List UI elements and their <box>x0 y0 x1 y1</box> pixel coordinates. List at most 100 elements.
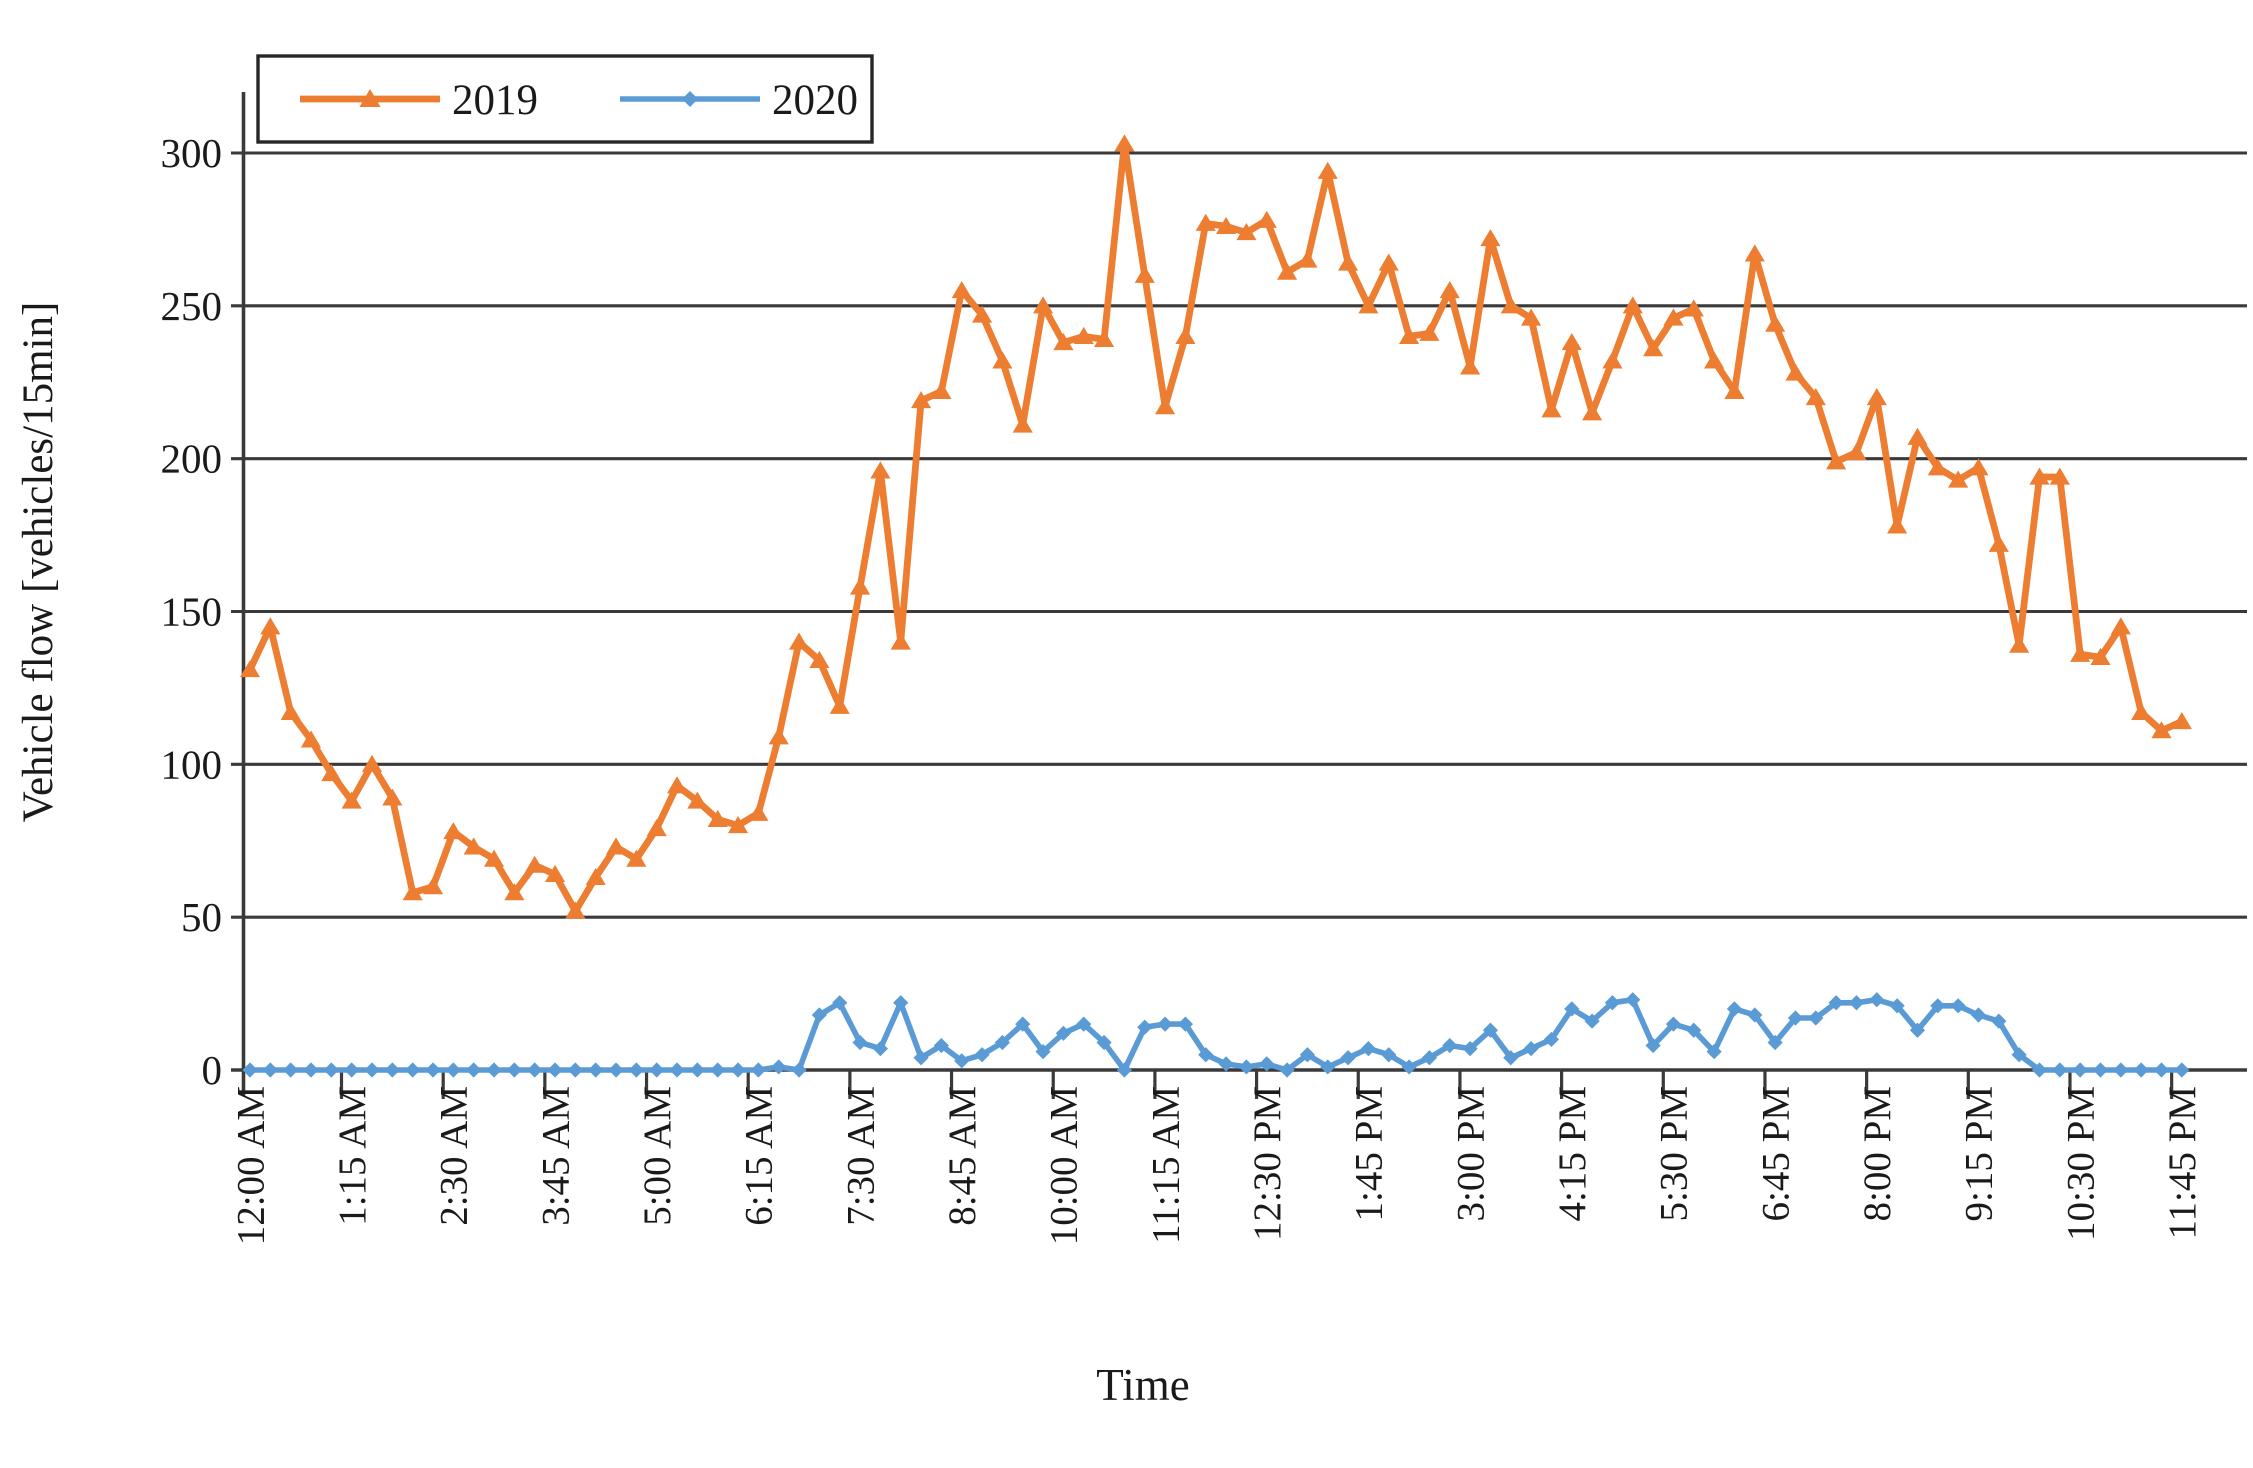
triangle-marker <box>239 660 261 678</box>
diamond-marker <box>1665 1016 1682 1032</box>
triangle-marker <box>361 754 383 772</box>
diamond-marker <box>1157 1016 1173 1032</box>
legend-item-2019: 2019 <box>300 77 538 124</box>
diamond-marker <box>1726 1001 1743 1017</box>
triangle-marker <box>646 819 667 837</box>
diamond-marker <box>2052 1062 2068 1078</box>
x-tick-label-19: 10:30 PM <box>2059 1086 2102 1241</box>
triangle-marker <box>585 867 606 886</box>
triangle-marker <box>2131 702 2152 720</box>
triangle-marker <box>1785 363 1806 381</box>
triangle-marker <box>1846 443 1867 461</box>
diamond-marker <box>2153 1062 2170 1078</box>
y-tick-label-0: 0 <box>202 1047 223 1093</box>
triangle-marker <box>300 730 322 748</box>
y-tick-label-200: 200 <box>161 436 223 482</box>
diamond-marker <box>771 1059 787 1075</box>
triangle-marker <box>2151 721 2172 739</box>
diamond-marker <box>954 1053 970 1069</box>
y-tick-label-50: 50 <box>181 894 222 940</box>
diamond-marker <box>1421 1050 1438 1066</box>
triangle-marker <box>280 702 301 720</box>
triangle-marker <box>2070 644 2091 662</box>
triangle-marker <box>1704 351 1725 369</box>
diamond-marker <box>2072 1062 2088 1078</box>
x-tick-label-1: 12:00 AM <box>229 1086 272 1245</box>
x-tick-label-17: 8:00 PM <box>1856 1086 1899 1221</box>
diamond-marker <box>1767 1034 1783 1051</box>
diamond-marker <box>506 1062 522 1078</box>
diamond-marker <box>1828 995 1844 1011</box>
triangle-marker <box>971 305 993 323</box>
triangle-marker <box>768 727 789 745</box>
triangle-marker <box>707 809 728 827</box>
triangle-marker <box>829 696 850 714</box>
triangle-marker <box>1236 222 1257 241</box>
triangle-marker <box>951 281 972 299</box>
x-axis-title: Time <box>1096 1360 1189 1410</box>
triangle-marker <box>605 837 627 855</box>
triangle-marker <box>1114 134 1135 152</box>
diamond-marker <box>750 1062 766 1078</box>
diamond-marker <box>933 1037 949 1054</box>
triangle-marker <box>1480 229 1501 247</box>
x-tick-label-6: 6:15 AM <box>738 1086 781 1226</box>
x-tick-label-18: 9:15 PM <box>1958 1086 2001 1221</box>
triangle-marker <box>422 877 444 895</box>
diamond-marker <box>710 1062 726 1078</box>
x-tick-label-11: 12:30 PM <box>1246 1086 1289 1241</box>
triangle-marker <box>1907 427 1928 445</box>
diamond-marker <box>1787 1010 1804 1026</box>
diamond-marker <box>1279 1062 1295 1078</box>
diamond-marker <box>1381 1047 1397 1063</box>
triangle-marker <box>1826 452 1847 470</box>
triangle-marker <box>1256 210 1277 228</box>
triangle-marker <box>1887 516 1908 534</box>
triangle-marker <box>1561 333 1582 351</box>
triangle-marker <box>626 849 647 867</box>
triangle-marker <box>504 883 525 901</box>
triangle-marker <box>341 791 362 809</box>
legend-item-2020: 2020 <box>620 77 858 124</box>
diamond-marker <box>1442 1037 1458 1054</box>
x-tick-label-16: 6:45 PM <box>1754 1086 1797 1221</box>
diamond-marker <box>1055 1025 1071 1041</box>
triangle-marker <box>321 764 342 782</box>
x-tick-label-20: 11:45 PM <box>2161 1086 2204 1240</box>
triangle-marker <box>1927 458 1948 476</box>
diamond-marker <box>323 1062 339 1078</box>
diamond-marker <box>425 1062 441 1078</box>
diamond-marker <box>649 1062 665 1078</box>
triangle-marker <box>1622 296 1643 314</box>
diamond-marker <box>588 1062 604 1078</box>
triangle-marker <box>1541 400 1562 418</box>
triangle-marker <box>2009 635 2030 653</box>
legend-label-2019: 2019 <box>452 77 538 124</box>
triangle-marker <box>463 837 484 855</box>
triangle-marker <box>1988 534 2009 552</box>
triangle-marker <box>2171 712 2192 730</box>
diamond-marker <box>994 1034 1010 1051</box>
diamond-marker <box>1015 1016 1031 1032</box>
series-2019-line <box>246 140 2186 915</box>
diamond-marker <box>2133 1062 2149 1078</box>
triangle-marker <box>1683 299 1704 317</box>
diamond-marker <box>1889 998 1905 1014</box>
triangle-marker <box>1378 253 1399 271</box>
diamond-marker <box>364 1062 380 1078</box>
triangle-marker <box>910 391 932 409</box>
triangle-marker <box>1765 314 1786 332</box>
diamond-marker <box>242 1062 258 1078</box>
diamond-marker <box>1645 1037 1661 1054</box>
triangle-marker <box>382 788 403 806</box>
diamond-marker <box>1218 1056 1234 1072</box>
legend-label-2020: 2020 <box>772 77 858 124</box>
y-tick-label-150: 150 <box>161 588 223 634</box>
triangle-marker <box>1216 216 1237 234</box>
gridlines <box>231 151 2247 1072</box>
diamond-marker <box>1177 1016 1194 1032</box>
diamond-marker <box>405 1062 421 1078</box>
diamond-marker <box>913 1050 929 1066</box>
triangle-marker <box>1643 339 1664 357</box>
